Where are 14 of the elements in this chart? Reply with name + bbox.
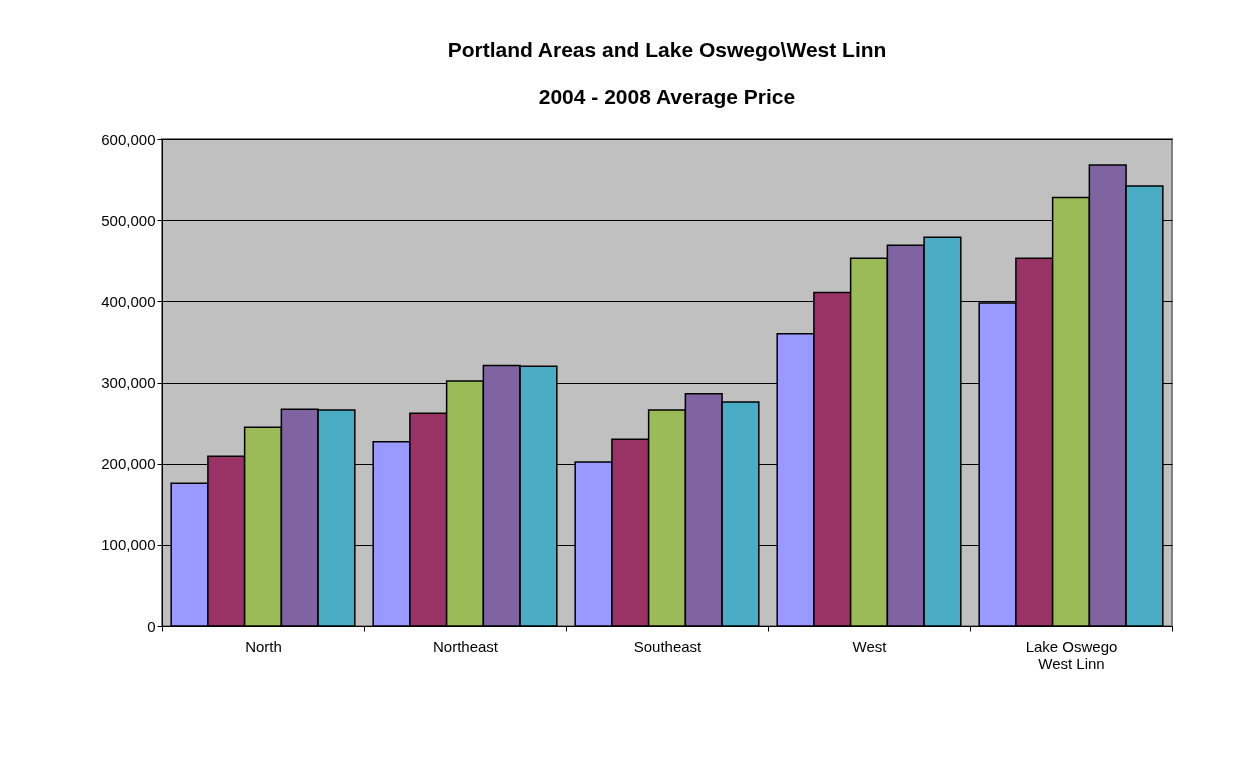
- x-tick-label: West: [852, 637, 888, 655]
- x-tick-label: Northeast: [432, 637, 499, 655]
- y-tick-label: 300,000: [101, 374, 156, 391]
- x-tick-label: Southeast: [633, 637, 703, 655]
- y-tick-label: 200,000: [101, 455, 156, 473]
- y-tick-label: 100,000: [101, 536, 156, 554]
- x-tick-label: North: [245, 637, 282, 655]
- y-tick-label: 500,000: [101, 211, 156, 229]
- y-tick-label: 0: [147, 617, 156, 635]
- x-tick-label: Lake Oswego West Linn: [1025, 637, 1118, 672]
- y-tick-label: 600,000: [101, 130, 156, 148]
- chart-subtitle: 2004 - 2008 Average Price: [538, 85, 796, 108]
- y-tick-label: 400,000: [101, 292, 156, 310]
- chart-title: Portland Areas and Lake Oswego\West Linn: [447, 38, 887, 61]
